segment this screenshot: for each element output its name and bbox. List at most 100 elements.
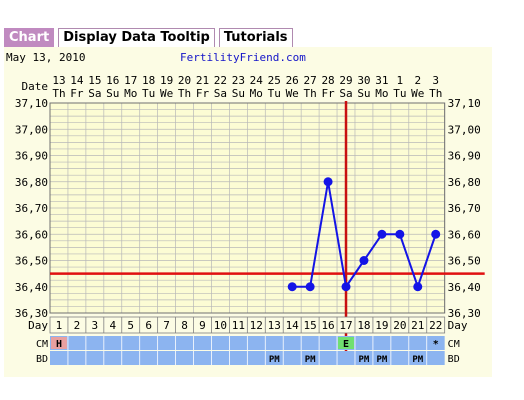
- bd-row-label-right: BD: [448, 354, 460, 365]
- date-label: 19: [160, 74, 173, 87]
- y-tick-left: 37,00: [15, 123, 48, 136]
- weekday-label: We: [286, 87, 299, 100]
- date-label: 27: [304, 74, 317, 87]
- day-label: 1: [56, 319, 63, 332]
- weekday-label: Tu: [393, 87, 406, 100]
- cm-value: H: [56, 339, 62, 350]
- temperature-point: [359, 256, 369, 265]
- y-tick-right: 36,50: [448, 255, 481, 268]
- cm-row-label-right: CM: [448, 339, 460, 350]
- day-label: 16: [321, 319, 334, 332]
- bd-value: PM: [359, 355, 370, 365]
- tab-display-data-tooltip[interactable]: Display Data Tooltip: [58, 28, 215, 48]
- weekday-label: Su: [106, 87, 119, 100]
- y-tick-left: 36,70: [15, 202, 48, 215]
- temperature-point: [431, 229, 441, 239]
- y-tick-left: 36,60: [15, 228, 48, 241]
- y-tick-right: 36,70: [448, 202, 481, 215]
- weekday-label: Sa: [88, 87, 101, 100]
- day-label: 12: [250, 319, 263, 332]
- y-tick-right: 36,60: [448, 228, 481, 241]
- weekday-label: Fr: [70, 87, 84, 100]
- tab-chart[interactable]: Chart: [4, 28, 55, 48]
- y-tick-right: 37,10: [448, 97, 481, 110]
- date-label: 3: [432, 74, 439, 87]
- date-label: 14: [70, 74, 84, 87]
- bd-value: PM: [269, 355, 280, 365]
- y-tick-right: 36,30: [448, 307, 481, 320]
- day-label: 11: [232, 319, 245, 332]
- weekday-label: Fr: [196, 87, 210, 100]
- day-label: 14: [286, 319, 300, 332]
- weekday-label: Sa: [214, 87, 227, 100]
- weekday-label: Mo: [250, 87, 263, 100]
- site-name: FertilityFriend.com: [180, 51, 306, 64]
- temperature-point: [377, 229, 387, 239]
- day-label: 22: [429, 319, 442, 332]
- date-label: 17: [124, 74, 137, 87]
- day-label: 9: [199, 319, 206, 332]
- weekday-label: Tu: [268, 87, 281, 100]
- date-label: 16: [106, 74, 119, 87]
- day-label: 5: [127, 319, 134, 332]
- date-label: 30: [357, 74, 370, 87]
- weekday-label: Mo: [375, 87, 388, 100]
- y-tick-right: 36,80: [448, 176, 481, 189]
- day-label: 3: [92, 319, 99, 332]
- y-tick-left: 36,90: [15, 150, 48, 163]
- weekday-label: Th: [178, 87, 191, 100]
- day-label: 7: [163, 319, 170, 332]
- bd-value: PM: [412, 355, 423, 365]
- date-label: 15: [88, 74, 101, 87]
- date-label: 1: [397, 74, 404, 87]
- day-label: 2: [74, 319, 81, 332]
- day-label: 18: [357, 319, 370, 332]
- day-label: 17: [339, 319, 352, 332]
- cm-cell-e: [338, 337, 354, 349]
- weekday-label: We: [411, 87, 424, 100]
- date-row-label: Date: [22, 80, 49, 93]
- date-label: 26: [286, 74, 299, 87]
- date-label: 29: [339, 74, 352, 87]
- day-label: 15: [304, 319, 317, 332]
- plot-border: [49, 102, 446, 314]
- temperature-point: [413, 282, 423, 292]
- weekday-label: We: [160, 87, 173, 100]
- temperature-point: [341, 282, 351, 292]
- temperature-point: [395, 229, 405, 239]
- weekday-label: Tu: [142, 87, 155, 100]
- date-label: 25: [268, 74, 281, 87]
- date-label: 2: [414, 74, 421, 87]
- tab-tutorials[interactable]: Tutorials: [218, 28, 293, 48]
- y-tick-right: 37,00: [448, 123, 481, 136]
- y-tick-left: 36,40: [15, 281, 48, 294]
- date-label: 22: [214, 74, 227, 87]
- weekday-label: Mo: [124, 87, 137, 100]
- date-label: 20: [178, 74, 191, 87]
- temperature-point: [287, 282, 297, 292]
- day-label: 6: [145, 319, 152, 332]
- day-label: 10: [214, 319, 227, 332]
- bd-value: PM: [376, 355, 387, 365]
- day-label: 20: [393, 319, 406, 332]
- day-label: 4: [109, 319, 116, 332]
- date-label: 24: [250, 74, 264, 87]
- tab-bar: Chart Display Data Tooltip Tutorials: [4, 28, 293, 48]
- weekday-label: Th: [429, 87, 442, 100]
- day-label: 19: [375, 319, 388, 332]
- temperature-point: [305, 282, 315, 292]
- y-tick-left: 37,10: [15, 97, 48, 110]
- bd-value: PM: [305, 355, 316, 365]
- date-label: 28: [321, 74, 334, 87]
- weekday-label: Th: [304, 87, 317, 100]
- y-tick-right: 36,40: [448, 281, 481, 294]
- weekday-label: Fr: [321, 87, 335, 100]
- chart-date: May 13, 2010: [6, 51, 85, 64]
- y-tick-left: 36,80: [15, 176, 48, 189]
- day-label: 21: [411, 319, 424, 332]
- cm-row-label: CM: [36, 339, 48, 350]
- bd-row-label: BD: [36, 354, 48, 365]
- y-tick-left: 36,30: [15, 307, 48, 320]
- date-label: 31: [375, 74, 388, 87]
